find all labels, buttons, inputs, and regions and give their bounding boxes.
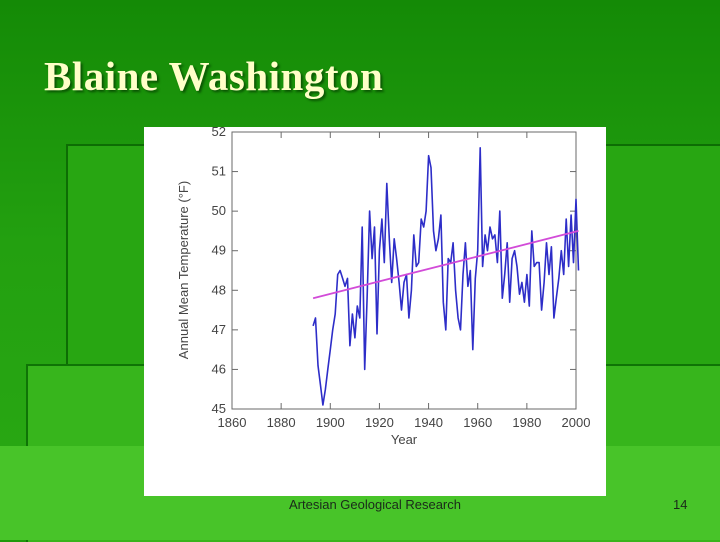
chart-panel: 1860 1880 1900 1920 1940 1960 1980 2000 45 46 47 4…	[144, 127, 606, 496]
page-number: 14	[673, 497, 688, 512]
footer-text: Artesian Geological Research	[289, 497, 461, 512]
plot-frame	[231, 131, 577, 410]
y-tick-label: 46	[212, 361, 226, 376]
trend-line	[312, 230, 579, 300]
y-tick-label: 48	[212, 282, 226, 297]
x-tick-label: 1940	[414, 415, 443, 430]
x-tick-label: 1880	[267, 415, 296, 430]
y-tick-label: 49	[212, 243, 226, 258]
x-tick-label: 1900	[316, 415, 345, 430]
x-axis: 1860 1880 1900 1920 1940 1960 1980 2000	[218, 132, 591, 430]
temperature-chart: 1860 1880 1900 1920 1940 1960 1980 2000 4546474…	[176, 127, 591, 447]
x-axis-label: Year	[391, 432, 418, 447]
series-layer	[312, 146, 580, 406]
y-tick-label: 45	[212, 401, 226, 416]
y-tick-label: 51	[212, 164, 226, 179]
temperature-series-line	[312, 146, 580, 406]
x-tick-label: 1960	[463, 415, 492, 430]
y-axis: 45 46 47 48 49 50 51 52	[212, 127, 576, 416]
y-tick-label: 47	[212, 322, 226, 337]
y-tick-label: 50	[212, 203, 226, 218]
x-tick-label: 2000	[562, 415, 591, 430]
x-tick-label: 1980	[512, 415, 541, 430]
x-tick-label: 1860	[218, 415, 247, 430]
x-tick-label: 1920	[365, 415, 394, 430]
y-tick-label: 52	[212, 127, 226, 139]
slide-title: Blaine Washington	[44, 53, 384, 99]
y-axis-label: Annual Mean Temperature (°F)	[176, 181, 191, 359]
